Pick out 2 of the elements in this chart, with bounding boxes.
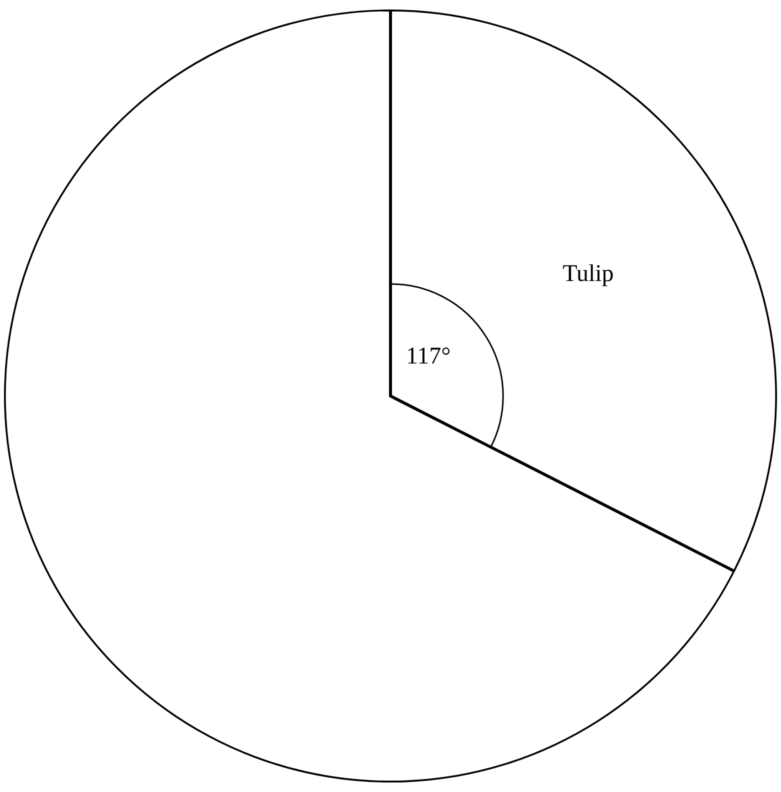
text: 117° [406,344,451,370]
slice-label: Tulip [562,261,614,288]
